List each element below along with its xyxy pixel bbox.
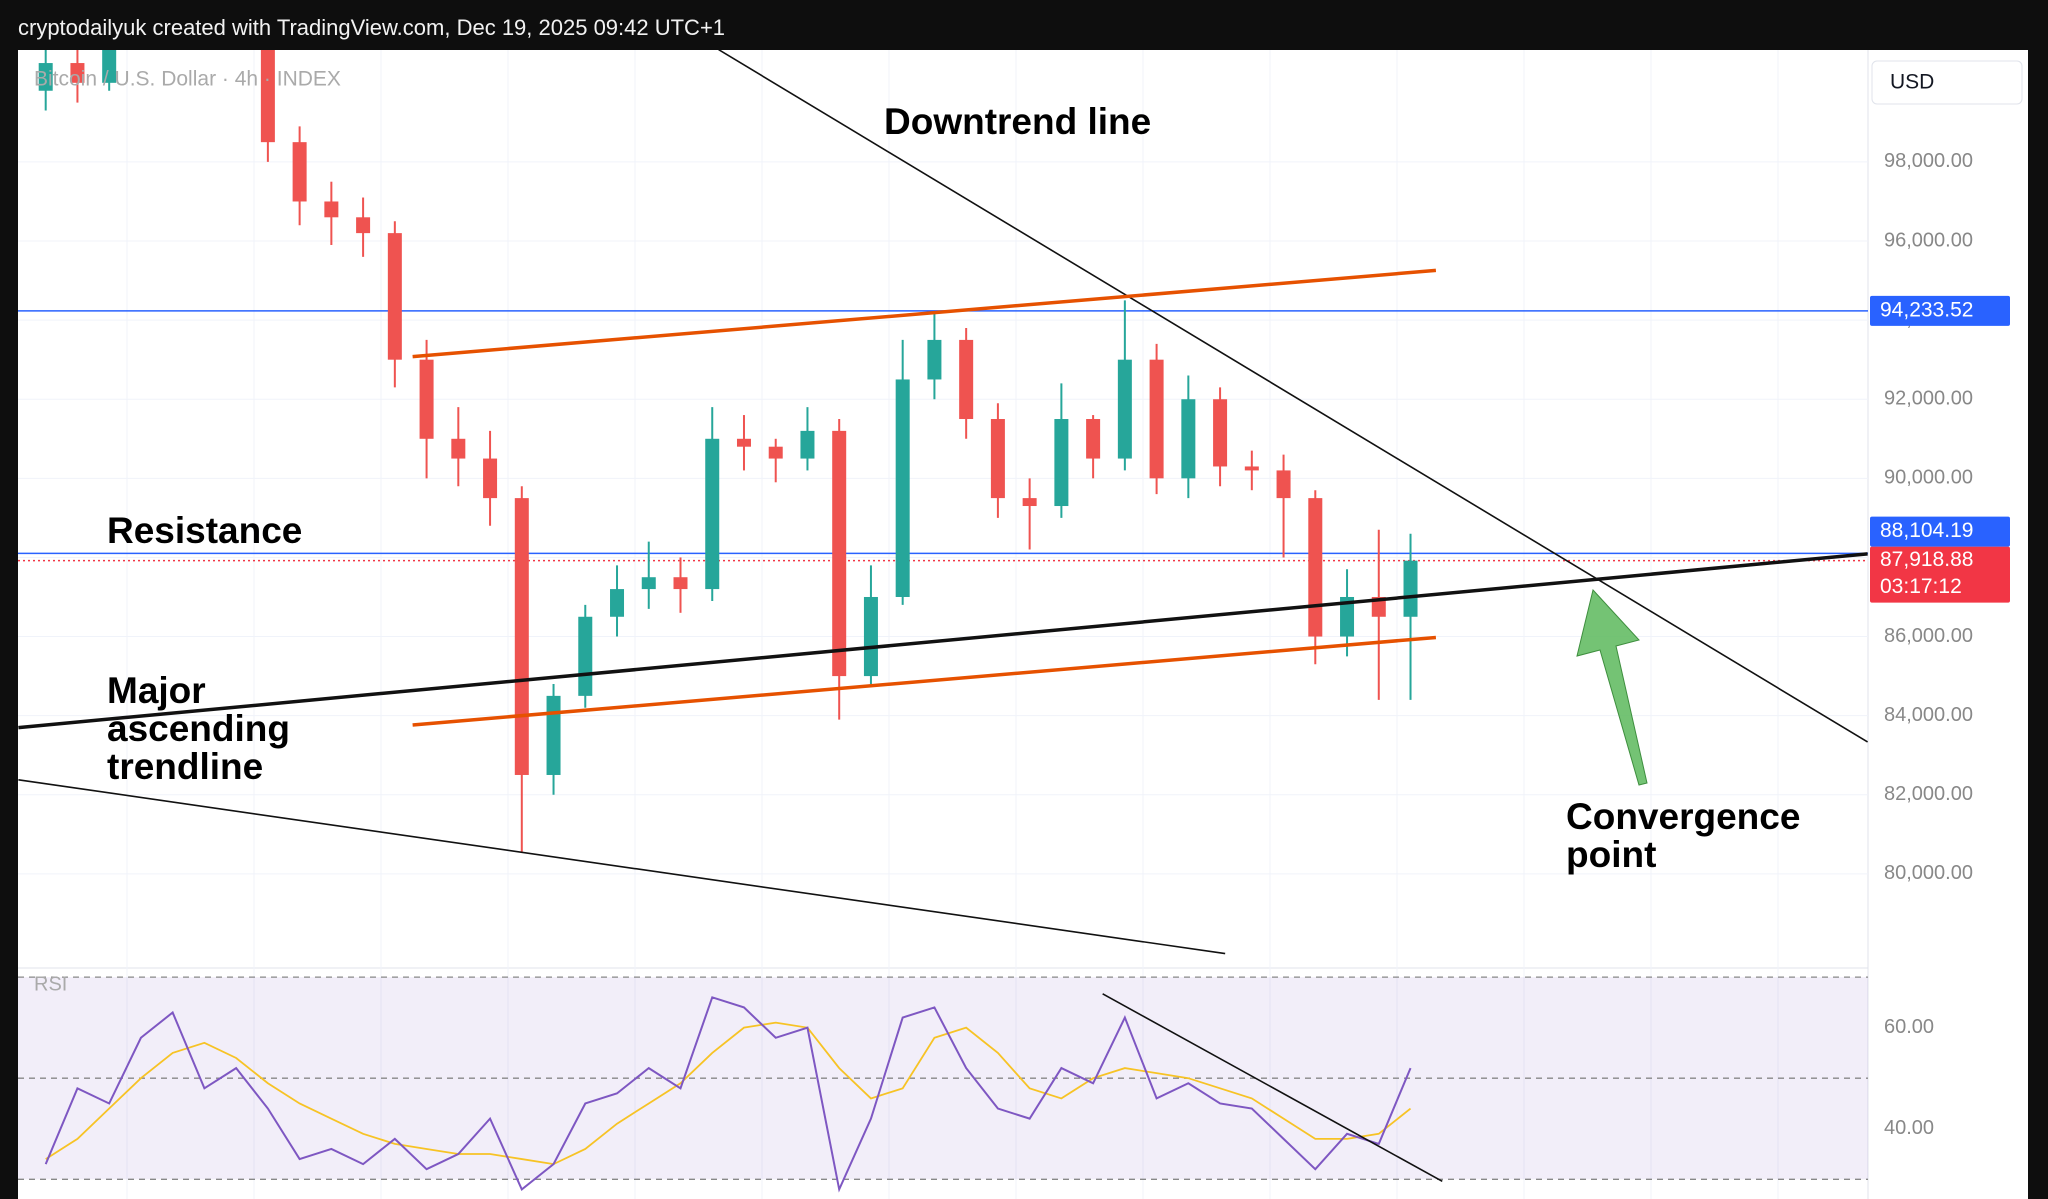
rsi-title: RSI [34, 973, 67, 995]
candle-body [736, 438, 751, 447]
candle-body [483, 458, 498, 499]
candle-body [895, 379, 910, 597]
trendline [718, 50, 1868, 743]
candle-body [1403, 560, 1418, 617]
candle-body [990, 419, 1005, 499]
candle-body [610, 589, 625, 617]
candle-body [546, 695, 561, 775]
price-line-box [1870, 516, 2010, 547]
header-text: cryptodailyuk created with TradingView.c… [18, 15, 725, 40]
candle-body [38, 63, 53, 91]
candle-body [800, 430, 815, 459]
candle-body [832, 430, 847, 677]
candle-body [705, 438, 720, 590]
candle-body [673, 577, 688, 590]
annotation: trendline [107, 746, 263, 787]
price-pane [18, 50, 1868, 966]
trendline [1102, 993, 1443, 1183]
candle-body [419, 359, 434, 439]
legend-title: Bitcoin / U.S. Dollar · 4h · INDEX [34, 68, 341, 91]
trendline [412, 268, 1437, 359]
candle-body [1054, 419, 1069, 507]
trendline [18, 552, 1868, 730]
candle-body [1086, 419, 1101, 459]
currency-box[interactable] [1871, 60, 2023, 105]
price-line-label: 88,104.19 [1880, 519, 1973, 542]
candle-body [1117, 359, 1132, 459]
y-tick-label: 60.00 [1884, 1016, 1934, 1038]
countdown: 03:17:12 [1880, 575, 1962, 598]
price-axis: 80,000.0082,000.0084,000.0086,000.0088,0… [1870, 150, 2010, 1139]
y-tick-label: 96,000.00 [1884, 229, 1973, 251]
candle-body [578, 616, 593, 696]
candle-body [1022, 498, 1037, 507]
currency: USD [1890, 71, 1934, 94]
annotation: ascending [107, 708, 290, 749]
candle-body [1308, 498, 1323, 637]
y-tick-label: 80,000.00 [1884, 862, 1973, 884]
candle-body [1276, 470, 1291, 499]
candle-body [356, 217, 371, 234]
candle-body [1213, 399, 1228, 467]
annotation: Major [107, 670, 206, 711]
candle-body [1149, 359, 1164, 479]
candle-body [1340, 596, 1355, 637]
y-tick-label: 86,000.00 [1884, 625, 1973, 647]
candle-body [292, 142, 307, 202]
candle-body [260, 50, 275, 143]
candle-body [1244, 466, 1259, 471]
candle-body [102, 50, 117, 83]
candle-body [641, 577, 656, 590]
price-line-box [1870, 295, 2010, 326]
arrow [1576, 588, 1648, 786]
candle-body [1371, 596, 1386, 617]
y-tick-label: 84,000.00 [1884, 704, 1973, 726]
rsi-pane [18, 966, 1868, 1199]
rsi-line [45, 1021, 1412, 1166]
candle-body [70, 63, 85, 83]
candle-body [514, 498, 529, 775]
candle-body [863, 596, 878, 677]
annotation: Resistance [107, 510, 302, 551]
last-price-box [1870, 546, 2010, 603]
candle-body [387, 233, 402, 360]
y-tick-label: 92,000.00 [1884, 388, 1973, 410]
candle-body [324, 201, 339, 218]
y-tick-label: 40.00 [1884, 1117, 1934, 1139]
annotation: point [1566, 834, 1656, 875]
rsi-line [44, 996, 1412, 1193]
candle-body [768, 446, 783, 459]
candle-body [959, 339, 974, 420]
last-price-label: 87,918.88 [1880, 548, 1973, 571]
annotation: Downtrend line [884, 101, 1151, 142]
price-line-label: 94,233.52 [1880, 298, 1973, 321]
trendline [18, 779, 1226, 955]
y-tick-label: 98,000.00 [1884, 150, 1973, 172]
candle-body [927, 339, 942, 380]
y-tick-label: 90,000.00 [1884, 467, 1973, 489]
trendline [412, 635, 1437, 727]
annotations: Downtrend line Resistance Majorascendingtr… [107, 101, 1800, 875]
annotation: Convergence [1566, 796, 1800, 837]
y-tick-label: 82,000.00 [1884, 783, 1973, 805]
candle-body [1181, 399, 1196, 479]
candle-body [451, 438, 466, 459]
